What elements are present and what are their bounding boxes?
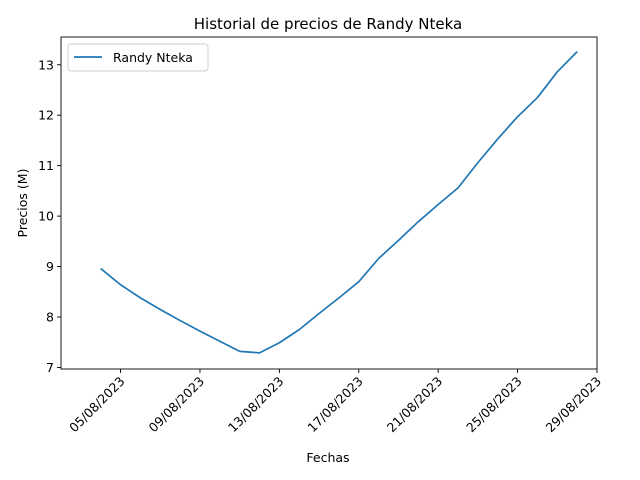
y-axis: 7 8 9 10 11 12 13 [38,57,61,375]
series-layer [100,51,578,354]
chart-title: Historial de precios de Randy Nteka [194,15,462,33]
y-axis-label: Precios (M) [15,169,30,238]
y-tick-label: 11 [38,158,54,173]
y-tick-label: 13 [38,57,54,72]
legend-box [67,43,209,72]
y-tick-label: 9 [46,259,54,274]
y-tick-label: 10 [38,209,54,224]
legend-label-randy-nteka: Randy Nteka [113,50,193,65]
y-tick-label: 8 [46,310,54,325]
y-tick-label: 12 [38,108,54,123]
x-axis-label: Fechas [306,450,349,465]
legend: Randy Nteka [67,43,209,72]
plot-area [60,36,598,370]
y-tick-label: 7 [46,360,54,375]
